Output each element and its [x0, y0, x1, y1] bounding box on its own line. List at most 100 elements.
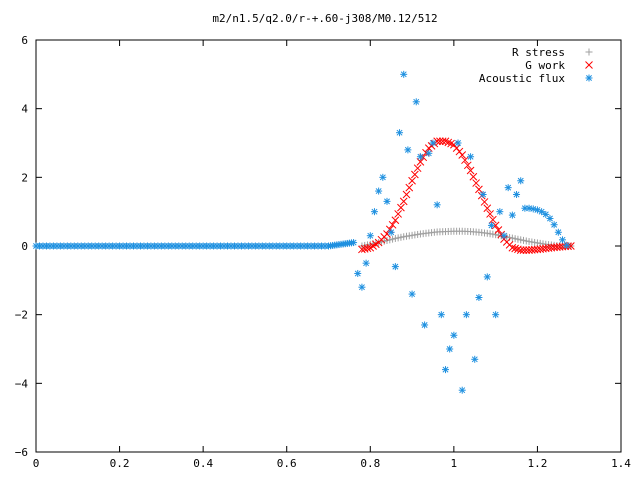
data-point — [446, 345, 454, 353]
data-point — [433, 137, 441, 146]
data-point — [413, 164, 422, 173]
data-point — [480, 198, 489, 206]
y-tick-label: 2 — [21, 171, 28, 184]
data-point — [391, 216, 400, 225]
data-point — [442, 366, 449, 374]
data-point — [429, 139, 437, 147]
data-point — [358, 283, 366, 291]
data-point — [405, 183, 414, 192]
data-point — [397, 203, 405, 212]
data-point — [517, 177, 525, 185]
data-point — [433, 201, 441, 209]
x-tick-label: 0.4 — [193, 457, 213, 470]
data-point — [554, 228, 562, 236]
data-point — [516, 246, 525, 254]
data-point — [387, 228, 395, 236]
data-point — [489, 215, 497, 224]
data-point — [479, 191, 487, 198]
data-point — [402, 190, 411, 199]
y-tick-label: 0 — [21, 240, 28, 253]
legend-marker — [585, 61, 593, 69]
data-point — [550, 221, 558, 229]
data-marks — [32, 70, 575, 394]
x-tick-label: 0.8 — [360, 457, 380, 470]
data-point — [404, 146, 412, 154]
data-point — [354, 269, 362, 277]
y-tick-label: −4 — [15, 377, 29, 390]
data-point — [437, 311, 445, 319]
data-point — [447, 139, 455, 148]
legend-marker — [585, 48, 593, 56]
data-point — [408, 290, 416, 298]
data-point — [366, 232, 374, 240]
legend-label: Acoustic flux — [479, 72, 565, 85]
data-point — [444, 138, 453, 147]
legend-marker — [585, 74, 593, 82]
data-point — [396, 129, 404, 137]
data-point — [500, 232, 508, 240]
chart-title: m2/n1.5/q2.0/r-+.60-j308/M0.12/512 — [212, 12, 437, 25]
x-tick-label: 1 — [451, 457, 458, 470]
data-point — [492, 311, 500, 319]
data-point — [436, 137, 444, 146]
legend-label: G work — [525, 59, 565, 72]
y-tick-label: −6 — [15, 446, 28, 459]
x-tick-label: 1.2 — [527, 457, 547, 470]
data-point — [388, 220, 397, 229]
data-point — [466, 166, 475, 175]
data-point — [483, 273, 491, 281]
x-tick-label: 0.6 — [277, 457, 297, 470]
data-point — [441, 137, 450, 146]
y-tick-label: −2 — [15, 309, 28, 322]
data-point — [421, 321, 429, 329]
legend-label: R stress — [512, 46, 565, 59]
x-tick-label: 0.2 — [110, 457, 130, 470]
data-point — [475, 185, 483, 194]
series-2 — [32, 70, 571, 394]
data-point — [475, 294, 483, 301]
data-point — [462, 311, 470, 319]
data-point — [458, 151, 467, 159]
data-point — [513, 191, 521, 198]
data-point — [469, 172, 478, 181]
y-tick-label: 6 — [21, 34, 28, 47]
data-point — [425, 149, 433, 157]
data-point — [504, 184, 512, 192]
data-point — [538, 208, 546, 216]
data-point — [375, 187, 383, 195]
data-point — [563, 241, 571, 249]
data-point — [362, 259, 370, 267]
data-point — [496, 208, 504, 216]
data-point — [391, 263, 399, 271]
x-tick-label: 0 — [33, 457, 40, 470]
data-point — [519, 246, 528, 254]
data-point — [370, 208, 378, 216]
data-point — [399, 197, 408, 206]
data-point — [363, 244, 372, 253]
data-point — [559, 236, 566, 244]
data-point — [379, 173, 387, 181]
y-tick-label: 4 — [21, 103, 28, 116]
data-point — [508, 211, 516, 219]
data-point — [416, 153, 424, 161]
data-point — [486, 210, 494, 218]
data-point — [511, 244, 519, 253]
data-point — [472, 179, 480, 187]
data-point — [411, 170, 419, 179]
data-point — [487, 221, 495, 229]
data-point — [408, 176, 416, 185]
data-point — [412, 98, 420, 106]
data-point — [461, 156, 469, 165]
data-point — [546, 215, 554, 223]
data-point — [400, 70, 408, 78]
data-point — [394, 210, 402, 218]
data-point — [454, 139, 462, 147]
data-point — [467, 153, 475, 161]
data-point — [463, 161, 472, 170]
data-point — [471, 355, 479, 363]
data-point — [483, 204, 492, 213]
series-1 — [358, 137, 575, 254]
axis-tick-labels: 0 0.2 0.4 0.6 0.8 1 1.2 1.4 6 4 2 0 −2 −4 −6 — [15, 34, 632, 470]
